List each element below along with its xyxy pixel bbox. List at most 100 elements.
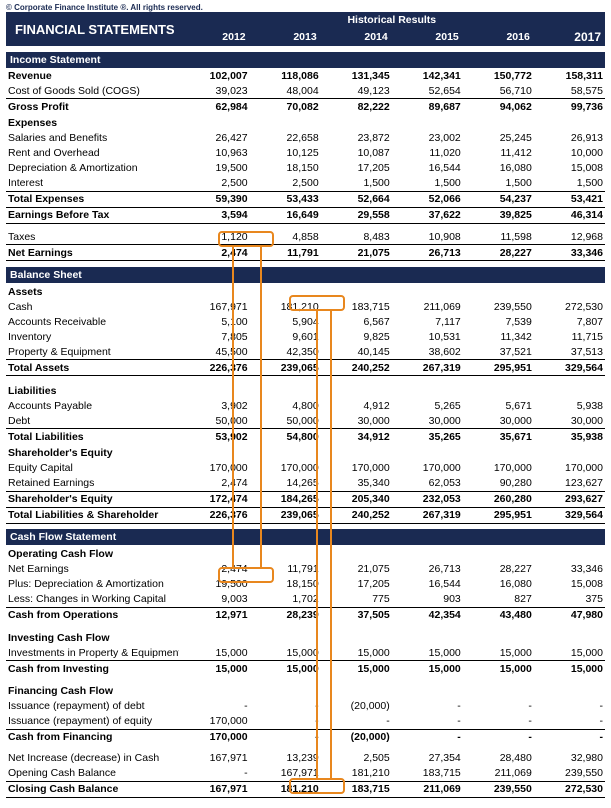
table-row: Total Assets226,376239,065240,252267,319… [6,360,605,376]
table-row: Investing Cash Flow [6,629,605,646]
row-label: Financing Cash Flow [6,682,179,699]
cell-value: 8,483 [321,229,392,245]
cell-value: 240,252 [321,360,392,376]
cell-value: 47,980 [534,607,605,623]
row-label: Retained Earnings [6,476,179,492]
cell-value: 30,000 [534,413,605,429]
row-label: Equity Capital [6,461,179,476]
cell-value: 50,000 [179,413,250,429]
cell-value: 170,000 [179,461,250,476]
cell-value: 26,713 [392,245,463,261]
cell-value: 2,505 [321,751,392,766]
cell-value: 142,341 [392,68,463,83]
cell-value: - [534,699,605,714]
table-row: Opening Cash Balance-167,971181,210183,7… [6,766,605,782]
cell-value: 39,023 [179,83,250,99]
cell-value: 170,000 [321,461,392,476]
cell-value: 53,902 [179,429,250,445]
table-row: Rent and Overhead10,96310,12510,08711,02… [6,146,605,161]
cell-value: 26,713 [392,562,463,577]
cell-value: 21,075 [321,245,392,261]
cell-value: 19,500 [179,161,250,176]
cell-value: - [179,699,250,714]
cell-value: - [463,699,534,714]
cell-value: 15,000 [250,645,321,661]
cell-value: - [321,714,392,730]
cell-value: 5,671 [463,398,534,413]
cell-value: 46,314 [534,207,605,223]
row-label: Shareholder's Equity [6,444,179,461]
header-row-1: FINANCIAL STATEMENTS Historical Results [6,12,605,28]
cell-value: 9,825 [321,329,392,344]
main-title: FINANCIAL STATEMENTS [6,12,179,46]
cell-value: 150,772 [463,68,534,83]
cell-value: 4,912 [321,398,392,413]
cell-value: 295,951 [463,360,534,376]
cell-value: - [463,714,534,730]
cell-value: 775 [321,592,392,608]
row-label: Depreciation & Amortization [6,161,179,176]
row-label: Property & Equipment [6,344,179,360]
table-row: Shareholder's Equity [6,444,605,461]
table-row: Taxes1,1204,8588,48310,90811,59812,968 [6,229,605,245]
cell-value: 183,715 [392,766,463,782]
cell-value: 16,649 [250,207,321,223]
cell-value: 7,117 [392,314,463,329]
cell-value: 62,053 [392,476,463,492]
table-row: Cost of Goods Sold (COGS)39,02348,00449,… [6,83,605,99]
row-label: Salaries and Benefits [6,131,179,146]
cell-value: 2,474 [179,476,250,492]
cell-value: - [463,729,534,745]
cell-value: 27,354 [392,751,463,766]
cell-value: 43,480 [463,607,534,623]
cell-value: 170,000 [463,461,534,476]
table-row: Earnings Before Tax3,59416,64929,55837,6… [6,207,605,223]
cell-value: 102,007 [179,68,250,83]
table-row: Cash from Operations12,97128,23937,50542… [6,607,605,623]
cell-value: 11,791 [250,562,321,577]
cell-value: 42,350 [250,344,321,360]
cell-value: 184,265 [250,491,321,507]
table-row: Total Liabilities53,90254,80034,91235,26… [6,429,605,445]
cell-value: 375 [534,592,605,608]
table-row: Assets [6,283,605,300]
cell-value: 211,069 [463,766,534,782]
cell-value: 11,791 [250,245,321,261]
cell-value: 56,710 [463,83,534,99]
row-label: Investing Cash Flow [6,629,179,646]
table-row: Cash from Financing170,000-(20,000)--- [6,729,605,745]
cell-value: 11,598 [463,229,534,245]
row-label: Opening Cash Balance [6,766,179,782]
row-label: Accounts Payable [6,398,179,413]
cell-value: 240,252 [321,507,392,523]
table-row: Net Earnings2,47411,79121,07526,71328,22… [6,562,605,577]
row-label: Interest [6,176,179,192]
cell-value: 15,000 [534,661,605,677]
cell-value: 35,671 [463,429,534,445]
cell-value: 54,237 [463,191,534,207]
cell-value: 131,345 [321,68,392,83]
cell-value: 183,715 [321,299,392,314]
cell-value: 226,376 [179,507,250,523]
row-label: Revenue [6,68,179,83]
cell-value: 23,872 [321,131,392,146]
cell-value: 10,531 [392,329,463,344]
cell-value: 183,715 [321,781,392,797]
cell-value: 37,521 [463,344,534,360]
table-row: Gross Profit62,98470,08282,22289,68794,0… [6,99,605,115]
cell-value: 53,421 [534,191,605,207]
cell-value: 15,000 [179,645,250,661]
cell-value: 34,912 [321,429,392,445]
cell-value: 1,120 [179,229,250,245]
cell-value: 239,065 [250,360,321,376]
section-header: Balance Sheet [6,267,605,283]
cell-value: 89,687 [392,99,463,115]
cell-value: 99,736 [534,99,605,115]
cell-value: 28,480 [463,751,534,766]
cell-value: 16,544 [392,577,463,592]
cell-value: 18,150 [250,577,321,592]
cell-value: 181,210 [250,299,321,314]
row-label: Shareholder's Equity [6,491,179,507]
cell-value: - [250,729,321,745]
year-header: 2015 [392,28,463,46]
